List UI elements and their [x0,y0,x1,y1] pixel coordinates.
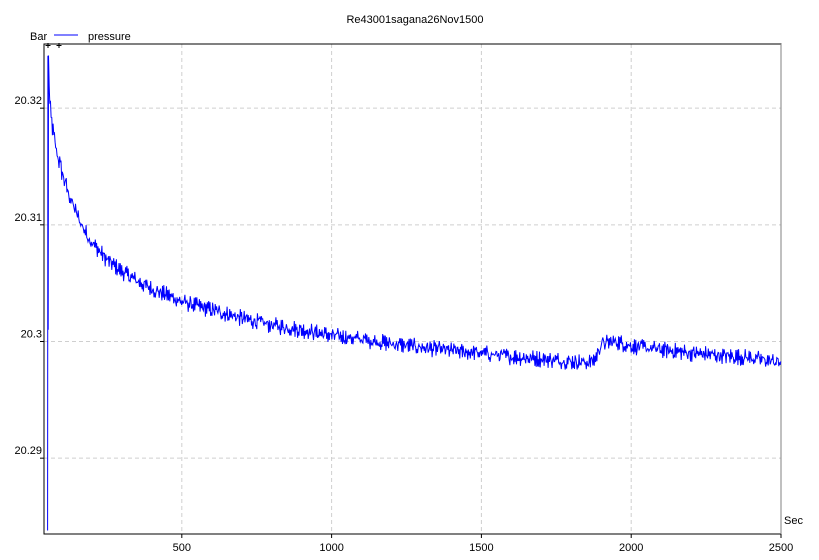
cursor-marker-icon [45,43,51,48]
x-tick-label: 2000 [619,542,643,554]
y-tick-label: 20.3 [21,329,42,341]
plot-frame [43,43,782,535]
series-line-pressure [47,55,782,531]
legend-label-pressure: pressure [88,31,131,43]
x-tick-label: 1500 [469,542,493,554]
x-axis-label: Sec [784,515,803,527]
y-tick-label: 20.29 [14,445,42,457]
y-tick-label: 20.31 [14,212,42,224]
x-tick-label: 2500 [769,542,793,554]
y-axis-label: Bar [30,31,47,43]
cursor-markers [45,43,62,48]
x-tick-label: 500 [173,542,191,554]
cursor-marker-icon [56,43,62,48]
x-tick-label: 1000 [319,542,343,554]
y-tick-label: 20.32 [14,95,42,107]
plot-area: 500 1000 1500 2000 2500 20.29 20.3 20.31 20.32 [14,43,793,554]
chart-title: Re43001sagana26Nov1500 [346,14,483,26]
legend: pressure [54,31,131,43]
